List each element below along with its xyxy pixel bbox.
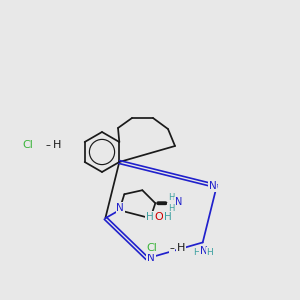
- Text: H: H: [53, 140, 61, 150]
- Text: –: –: [169, 243, 174, 253]
- Text: N: N: [147, 254, 155, 263]
- Text: N: N: [175, 197, 182, 207]
- Text: H: H: [168, 193, 175, 202]
- Text: H: H: [177, 243, 185, 253]
- Text: H: H: [164, 212, 172, 222]
- Text: N: N: [200, 246, 208, 256]
- Text: N: N: [173, 198, 181, 208]
- Text: O: O: [154, 212, 164, 222]
- Text: Cl: Cl: [22, 140, 33, 150]
- Text: H: H: [168, 193, 175, 202]
- Text: H: H: [168, 204, 175, 213]
- Text: H: H: [193, 248, 200, 257]
- Text: Cl: Cl: [147, 243, 158, 253]
- Text: N: N: [116, 203, 124, 213]
- Text: N: N: [209, 181, 217, 191]
- Text: H: H: [146, 212, 154, 222]
- Text: H: H: [206, 248, 213, 257]
- Text: –: –: [46, 140, 50, 150]
